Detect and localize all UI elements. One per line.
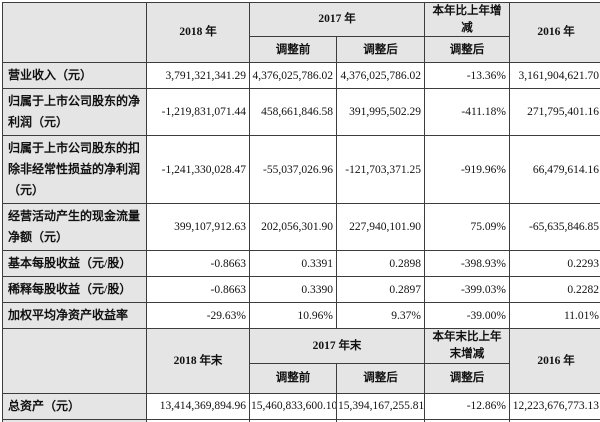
row-label: 加权平均净资产收益率	[2, 302, 147, 330]
value-cell: -1,219,831,071.44	[146, 88, 250, 137]
row-label: 稀释每股收益（元/股）	[2, 276, 147, 304]
value-cell: -0.8663	[146, 276, 250, 304]
value-cell: 15,394,167,255.81	[336, 392, 425, 420]
value-cell: -55,037,026.96	[249, 135, 337, 205]
row-label: 总资产（元）	[2, 392, 147, 420]
value-cell: 4,376,025,786.02	[249, 62, 337, 90]
value-cell: 11.01%	[509, 302, 600, 330]
value-cell: 2,651,628,005.96	[509, 418, 600, 422]
value-cell: -919.96%	[424, 135, 510, 205]
row-label: 营业收入（元）	[2, 62, 147, 90]
table-row: 归属于上市公司股东的净利润（元） -1,219,831,071.44 458,6…	[2, 88, 600, 137]
value-cell: 0.3390	[249, 276, 337, 304]
value-cell: -65,635,846.85	[509, 203, 600, 252]
table-row: 归属于上市公司股东的扣除非经常性损益的净利润（元） -1,241,330,028…	[2, 135, 600, 205]
value-cell: 0.2897	[336, 276, 425, 304]
value-cell: -121,703,371.25	[336, 135, 425, 205]
table-row: 营业收入（元） 3,791,321,341.29 4,376,025,786.0…	[2, 62, 600, 90]
value-cell: 271,795,401.16	[509, 88, 600, 137]
value-cell: -398.93%	[424, 250, 510, 278]
value-cell: 9.37%	[336, 302, 425, 330]
value-cell: 3,161,904,621.70	[509, 62, 600, 90]
value-cell: 3,791,321,341.29	[146, 62, 250, 90]
value-cell: 12,223,676,773.13	[509, 392, 600, 420]
table-row: 稀释每股收益（元/股） -0.8663 0.3390 0.2897 -399.0…	[2, 276, 600, 304]
header-yearend-change: 本年末比上年末增减	[424, 328, 510, 364]
value-cell: 202,056,301.90	[249, 203, 337, 252]
header-year-2016: 2016 年	[509, 1, 600, 64]
value-cell: 13,414,369,894.96	[146, 392, 250, 420]
header-change-after-adjust-2: 调整后	[424, 362, 510, 394]
header-year-2018: 2018 年	[146, 1, 250, 64]
table-row: 加权平均净资产收益率 -29.63% 10.96% 9.37% -39.00% …	[2, 302, 600, 330]
header-after-adjust-2: 调整后	[336, 362, 425, 394]
value-cell: 66,479,614.16	[509, 135, 600, 205]
value-cell: -0.8663	[146, 250, 250, 278]
table-row: 基本每股收益（元/股） -0.8663 0.3391 0.2898 -398.9…	[2, 250, 600, 278]
value-cell: -411.18%	[424, 88, 510, 137]
header-after-adjust: 调整后	[336, 36, 425, 64]
value-cell: 15,460,833,600.10	[249, 392, 337, 420]
value-cell: -39.00%	[424, 302, 510, 330]
value-cell: 0.2282	[509, 276, 600, 304]
header-yearend-2018: 2018 年末	[146, 328, 250, 394]
value-cell: -12.86%	[424, 392, 510, 420]
value-cell: -29.63%	[146, 302, 250, 330]
corner-cell-blank-2	[2, 328, 147, 394]
value-cell: 75.09%	[424, 203, 510, 252]
header-yoy-change: 本年比上年增减	[424, 1, 510, 38]
corner-cell-blank	[2, 1, 147, 64]
value-cell: -13.36%	[424, 62, 510, 90]
table-row: 总资产（元） 13,414,369,894.96 15,460,833,600.…	[2, 392, 600, 420]
value-cell: 10.96%	[249, 302, 337, 330]
value-cell: 0.2293	[509, 250, 600, 278]
header-yearend-2017: 2017 年末	[249, 328, 425, 364]
value-cell: 4,376,025,786.02	[336, 62, 425, 90]
table-row: 经营活动产生的现金流量净额（元） 399,107,912.63 202,056,…	[2, 203, 600, 252]
header-year-2017: 2017 年	[249, 1, 425, 38]
row-label: 基本每股收益（元/股）	[2, 250, 147, 278]
row-label: 归属于上市公司股东的扣除非经常性损益的净利润（元）	[2, 135, 147, 205]
value-cell: -1,241,330,028.47	[146, 135, 250, 205]
header-before-adjust: 调整前	[249, 36, 337, 64]
table-row: 归属于上市公司股东的净资产（元） 3,494,788,132.13 4,817,…	[2, 418, 600, 422]
value-cell: 399,107,912.63	[146, 203, 250, 252]
value-cell: 0.2898	[336, 250, 425, 278]
header-change-after-adjust: 调整后	[424, 36, 510, 64]
value-cell: -399.03%	[424, 276, 510, 304]
header-year-2016-2: 2016 年	[509, 328, 600, 394]
row-label: 归属于上市公司股东的净利润（元）	[2, 88, 147, 137]
row-label: 经营活动产生的现金流量净额（元）	[2, 203, 147, 252]
value-cell: 391,995,502.29	[336, 88, 425, 137]
value-cell: 0.3391	[249, 250, 337, 278]
value-cell: 458,661,846.58	[249, 88, 337, 137]
header-before-adjust-2: 调整前	[249, 362, 337, 394]
value-cell: 227,940,101.90	[336, 203, 425, 252]
